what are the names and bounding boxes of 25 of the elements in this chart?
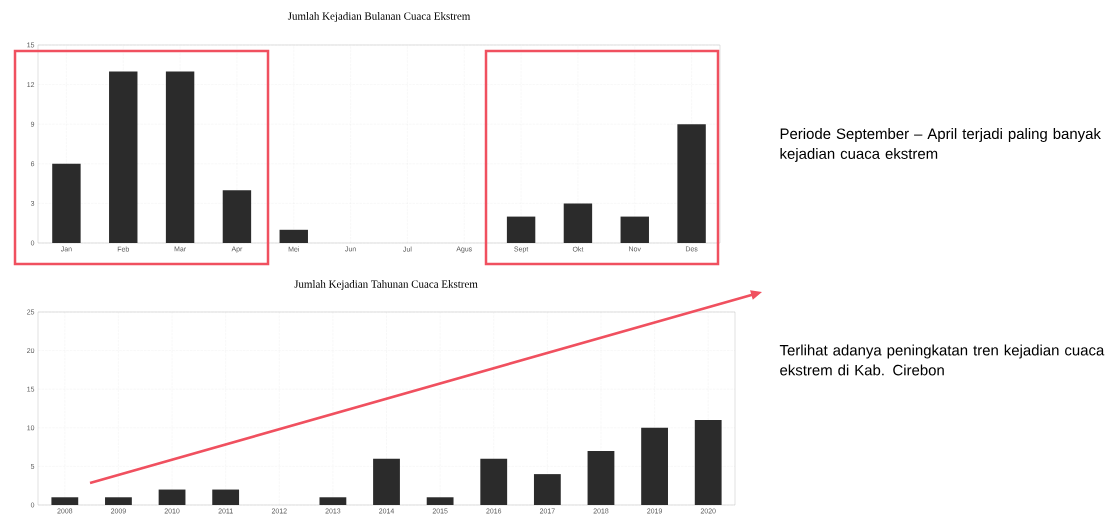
text: Terlihat adanya peningkatan tren kejadian cuaca ekstrem di Kab. Cirebon: [779, 344, 1105, 376]
bar: [158, 489, 186, 505]
bar: [480, 458, 508, 505]
bar: [506, 216, 536, 243]
bar: [51, 497, 79, 505]
bar: [105, 497, 132, 505]
bar: [587, 450, 615, 505]
bar: [212, 489, 240, 505]
bar: [222, 190, 252, 243]
bar: [319, 497, 347, 505]
bar: [373, 458, 400, 505]
bar: [52, 163, 81, 243]
bar: [533, 474, 561, 505]
bar: [641, 427, 668, 505]
bar: [109, 71, 138, 243]
chart-title: Jumlah Kejadian Bulanan Cuaca Ekstrem: [287, 12, 471, 22]
bar: [279, 229, 308, 243]
bar: [677, 124, 706, 243]
bar: [694, 420, 722, 505]
bar: [563, 203, 593, 243]
bar: [165, 71, 195, 243]
chart-title: Jumlah Kejadian Tahunan Cuaca Ekstrem: [294, 280, 478, 290]
text: Periode September – April terjadi paling banyak kejadian cuaca ekstrem: [780, 128, 1101, 162]
bar: [620, 216, 649, 243]
bar: [426, 497, 454, 505]
